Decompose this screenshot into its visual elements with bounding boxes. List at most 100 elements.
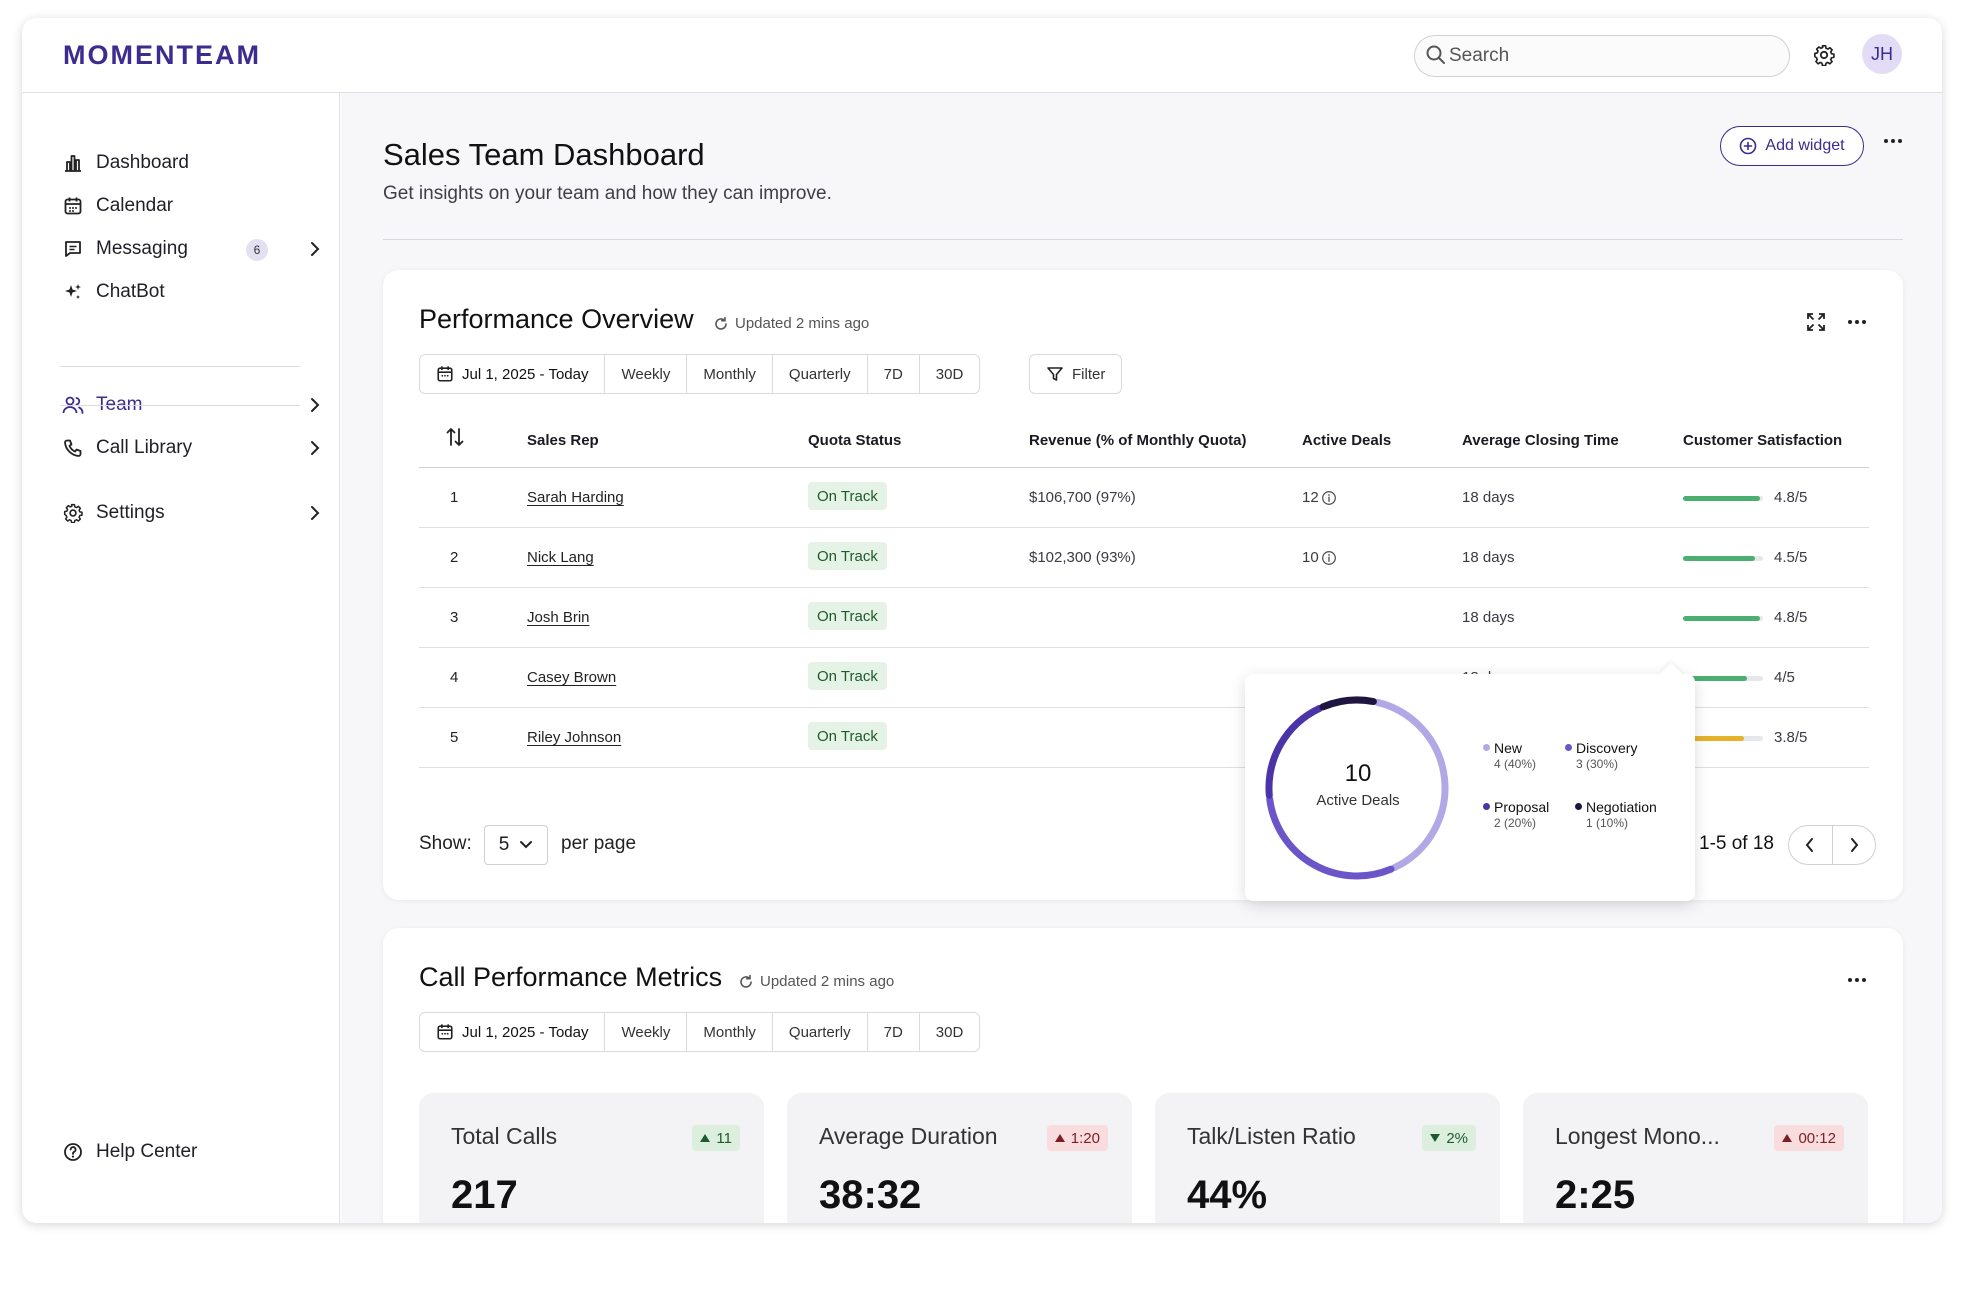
metric-label: Average Duration	[819, 1123, 998, 1149]
pagination-range: 1-5 of 18	[1699, 833, 1774, 854]
search-box[interactable]	[1414, 35, 1790, 77]
period-quarterly[interactable]: Quarterly	[773, 355, 868, 393]
metric-tile[interactable]: Average Duration 1:20 38:32	[787, 1093, 1132, 1223]
metric-value: 44%	[1187, 1173, 1268, 1217]
sidebar-item-team[interactable]: Team	[60, 387, 322, 423]
page-title: Sales Team Dashboard	[383, 137, 705, 172]
metric-delta-badge: 11	[692, 1125, 740, 1151]
active-deals-donut	[1265, 696, 1449, 880]
card-more-options-icon[interactable]	[1846, 312, 1868, 337]
settings-gear-icon[interactable]	[1813, 44, 1835, 71]
user-avatar[interactable]: JH	[1862, 34, 1902, 74]
info-icon[interactable]	[1321, 490, 1337, 511]
performance-overview-card: Performance Overview Updated 2 mins ago …	[383, 270, 1903, 900]
satisfaction-bar-fill	[1683, 676, 1747, 681]
sidebar-item-chatbot[interactable]: ChatBot	[60, 274, 322, 310]
period-weekly[interactable]: Weekly	[605, 1013, 688, 1051]
metric-delta-badge: 00:12	[1774, 1125, 1844, 1151]
donut-segment-discovery[interactable]	[1266, 795, 1395, 880]
filter-button[interactable]: Filter	[1029, 354, 1123, 394]
legend-dot	[1483, 743, 1490, 751]
period-weekly[interactable]: Weekly	[605, 355, 688, 393]
card-more-options-icon[interactable]	[1846, 970, 1868, 995]
show-label: Show:	[419, 833, 472, 854]
sidebar-divider	[60, 405, 300, 406]
table-row[interactable]: 1 Sarah Harding On Track $106,700 (97%) 12 18…	[419, 468, 1869, 528]
sidebar-item-calendar[interactable]: Calendar	[60, 188, 322, 224]
column-header-revenue[interactable]: Revenue (% of Monthly Quota)	[1029, 432, 1247, 449]
closing-time-cell: 18 days	[1462, 489, 1515, 506]
sidebar-item-label: Calendar	[96, 195, 174, 216]
metric-tile[interactable]: Longest Mono... 00:12 2:25	[1523, 1093, 1868, 1223]
column-header-active-deals[interactable]: Active Deals	[1302, 432, 1392, 449]
expand-icon[interactable]	[1806, 312, 1826, 337]
period-monthly[interactable]: Monthly	[687, 355, 773, 393]
phone-icon	[60, 435, 86, 461]
sidebar-item-messaging[interactable]: Messaging 6	[60, 231, 322, 267]
metric-value: 38:32	[819, 1173, 922, 1217]
date-range-button[interactable]: Jul 1, 2025 - Today	[420, 355, 606, 393]
column-header-sales-rep[interactable]: Sales Rep	[527, 432, 599, 449]
chevron-left-icon	[1805, 838, 1814, 852]
rank-cell: 1	[450, 489, 459, 506]
sales-rep-link[interactable]: Sarah Harding	[527, 489, 624, 506]
sales-rep-link[interactable]: Nick Lang	[527, 549, 594, 566]
sort-icon[interactable]	[445, 426, 465, 453]
sidebar-item-dashboard[interactable]: Dashboard	[60, 145, 322, 181]
metric-tile[interactable]: Talk/Listen Ratio 2% 44%	[1155, 1093, 1500, 1223]
metric-tile[interactable]: Total Calls 11 217	[419, 1093, 764, 1223]
donut-segment-new[interactable]	[1373, 698, 1449, 872]
sidebar-item-settings[interactable]: Settings	[60, 495, 322, 531]
sales-rep-link[interactable]: Casey Brown	[527, 669, 617, 686]
per-page-select[interactable]: 5	[484, 825, 548, 865]
help-center-label: Help Center	[96, 1141, 198, 1162]
metric-delta-value: 1:20	[1070, 1129, 1100, 1147]
satisfaction-score: 4/5	[1774, 669, 1795, 686]
period-7d[interactable]: 7D	[868, 1013, 920, 1051]
column-header-customer-satisfaction[interactable]: Customer Satisfaction	[1683, 432, 1843, 449]
column-header-average-closing-time[interactable]: Average Closing Time	[1462, 432, 1619, 449]
sidebar-item-label: Messaging	[96, 238, 188, 259]
next-page-button[interactable]	[1833, 826, 1876, 864]
info-icon[interactable]	[1321, 550, 1337, 571]
search-input[interactable]	[1449, 42, 1779, 70]
previous-page-button[interactable]	[1789, 826, 1833, 864]
calendar-icon	[437, 1024, 453, 1040]
date-range-button[interactable]: Jul 1, 2025 - Today	[420, 1013, 606, 1051]
rank-cell: 3	[450, 609, 459, 626]
calendar-icon	[60, 193, 86, 219]
sidebar-item-label: ChatBot	[96, 281, 165, 302]
period-monthly[interactable]: Monthly	[687, 1013, 773, 1051]
satisfaction-bar-fill	[1683, 616, 1760, 621]
sales-rep-link[interactable]: Josh Brin	[527, 609, 590, 626]
donut-segment-negotiation[interactable]	[1319, 696, 1377, 711]
date-range-label: Jul 1, 2025 - Today	[462, 365, 589, 383]
sales-rep-link[interactable]: Riley Johnson	[527, 729, 622, 746]
donut-segment-proposal[interactable]	[1265, 704, 1323, 799]
legend-dot	[1565, 743, 1572, 751]
period-30d[interactable]: 30D	[935, 1023, 964, 1041]
page-more-options-icon[interactable]	[1882, 131, 1904, 156]
sidebar-item-label: Dashboard	[96, 152, 189, 173]
updated-text: Updated 2 mins ago	[760, 973, 895, 990]
column-header-quota-status[interactable]: Quota Status	[808, 432, 902, 449]
quota-status-badge: On Track	[808, 542, 887, 570]
sidebar-item-call-library[interactable]: Call Library	[60, 430, 322, 466]
table-row[interactable]: 3 Josh Brin On Track 18 days 4.8/5	[419, 588, 1869, 648]
metric-delta-value: 2%	[1446, 1129, 1468, 1147]
satisfaction-score: 4.8/5	[1774, 609, 1808, 626]
search-icon	[1425, 44, 1447, 71]
metric-label: Longest Mono...	[1555, 1123, 1720, 1149]
add-widget-button[interactable]: Add widget	[1720, 126, 1864, 166]
filter-icon	[1047, 367, 1063, 381]
table-row[interactable]: 2 Nick Lang On Track $102,300 (93%) 10 18 day…	[419, 528, 1869, 588]
metric-value: 217	[451, 1173, 518, 1217]
period-quarterly[interactable]: Quarterly	[773, 1013, 868, 1051]
sparkle-icon	[60, 279, 86, 305]
help-center-link[interactable]: Help Center	[60, 1134, 322, 1170]
period-30d[interactable]: 30D	[935, 365, 964, 383]
refresh-icon	[715, 316, 727, 330]
app-logo[interactable]: MOMENTEAM	[63, 40, 261, 70]
period-7d[interactable]: 7D	[868, 355, 920, 393]
